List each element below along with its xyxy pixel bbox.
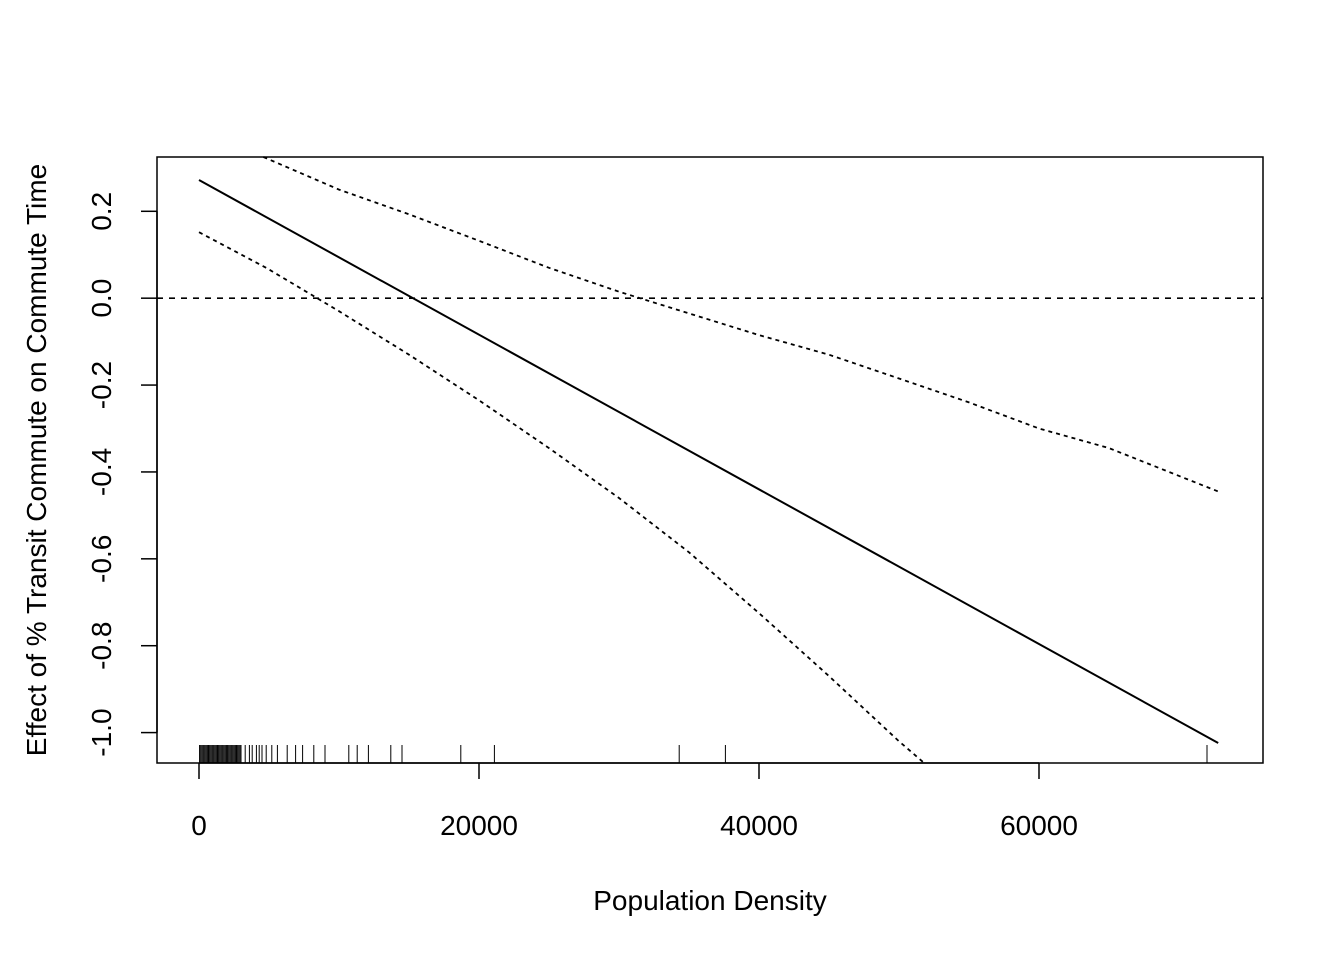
x-tick-label: 40000 <box>720 810 798 841</box>
upper-bound-line <box>263 156 1219 493</box>
lower-bound-line <box>198 231 925 764</box>
y-tick-label: -0.4 <box>86 448 117 496</box>
y-tick-label: -0.2 <box>86 361 117 409</box>
x-tick-label: 20000 <box>440 810 518 841</box>
estimate-line <box>198 179 1219 744</box>
y-tick-label: -0.6 <box>86 535 117 583</box>
x-tick-label: 60000 <box>1000 810 1078 841</box>
y-axis-label: Effect of % Transit Commute on Commute T… <box>21 164 52 756</box>
y-tick-label: -1.0 <box>86 708 117 756</box>
x-axis-label: Population Density <box>593 885 826 916</box>
y-tick-label: 0.0 <box>86 279 117 318</box>
x-axis: 0 20000 40000 60000 <box>191 762 1078 841</box>
y-tick-label: 0.2 <box>86 192 117 231</box>
x-tick-label: 0 <box>191 810 207 841</box>
y-tick-label: -0.8 <box>86 622 117 670</box>
series-group <box>198 156 1219 764</box>
y-axis: -1.0 -0.8 -0.6 -0.4 -0.2 0.0 0.2 <box>86 192 158 757</box>
rug-group <box>199 745 1208 763</box>
